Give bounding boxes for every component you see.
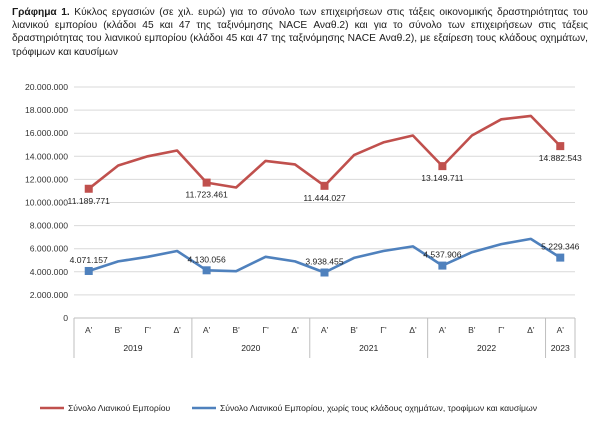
caption-text: Κύκλος εργασιών (σε χιλ. ευρώ) για το σύ… [12,7,588,58]
x-tick-label: Δ' [409,325,417,335]
data-label: 11.444.027 [303,193,346,203]
x-tick-label: Δ' [527,325,535,335]
x-tick-label: Β' [232,325,240,335]
data-marker [556,142,565,151]
caption-label: Γράφημα 1. [12,7,70,18]
y-tick-label: 6.000.000 [30,244,68,254]
series-line [87,114,562,190]
y-tick-label: 12.000.000 [25,174,68,184]
data-marker [320,181,329,190]
year-label: 2023 [551,343,570,353]
x-tick-label: Β' [468,325,476,335]
data-label: 5.229.346 [541,242,579,252]
x-tick-label: Β' [115,325,123,335]
y-tick-label: 20.000.000 [25,82,68,92]
x-tick-label: Β' [350,325,358,335]
x-tick-label: Γ' [380,325,387,335]
y-tick-label: 0 [63,313,68,323]
x-tick-label: Α' [439,325,447,335]
x-tick-label: Γ' [262,325,269,335]
data-label: 4.071.157 [70,255,108,265]
y-tick-label: 10.000.000 [25,198,68,208]
x-tick-label: Γ' [498,325,505,335]
x-tick-label: Α' [85,325,93,335]
year-label: 2020 [241,343,260,353]
data-marker [320,268,329,277]
data-marker [438,261,447,270]
y-tick-label: 2.000.000 [30,290,68,300]
x-tick-label: Δ' [291,325,299,335]
year-label: 2022 [477,343,496,353]
data-label: 4.537.906 [423,250,461,260]
data-label: 11.189.771 [68,196,111,206]
data-marker [202,178,211,187]
y-tick-label: 16.000.000 [25,128,68,138]
data-marker [84,266,93,275]
x-tick-label: Α' [203,325,211,335]
x-tick-label: Γ' [144,325,151,335]
x-tick-label: Α' [557,325,565,335]
y-tick-label: 4.000.000 [30,267,68,277]
legend-label: Σύνολο Λιανικού Εμπορίου [68,403,171,413]
data-marker [202,266,211,275]
year-label: 2019 [123,343,142,353]
data-marker [438,162,447,171]
data-label: 11.723.461 [185,190,228,200]
data-label: 14.882.543 [539,153,582,163]
chart-caption: Γράφημα 1. Κύκλος εργασιών (σε χιλ. ευρώ… [12,6,588,59]
data-marker [556,253,565,262]
x-tick-label: Δ' [173,325,181,335]
data-label: 3.938.455 [305,257,343,267]
y-tick-label: 14.000.000 [25,151,68,161]
y-tick-label: 18.000.000 [25,105,68,115]
data-label: 4.130.056 [188,254,226,264]
legend-label: Σύνολο Λιανικού Εμπορίου, χωρίς τους κλά… [220,403,537,413]
x-tick-label: Α' [321,325,329,335]
data-marker [84,184,93,193]
y-tick-label: 8.000.000 [30,221,68,231]
year-label: 2021 [359,343,378,353]
data-label: 13.149.711 [421,173,464,183]
